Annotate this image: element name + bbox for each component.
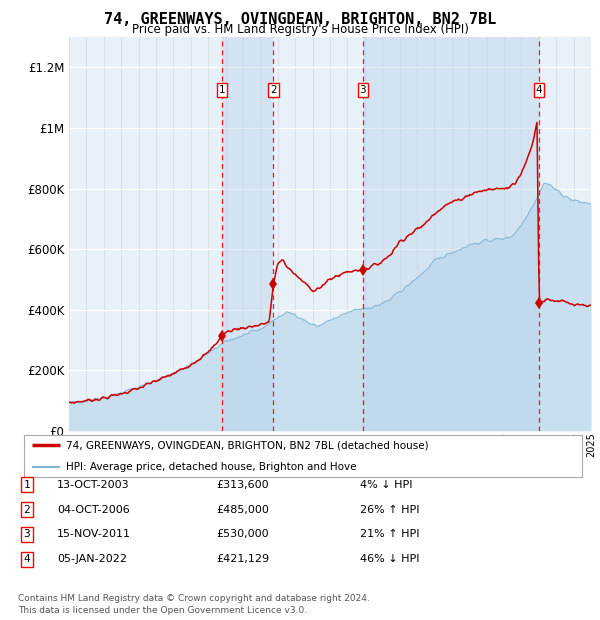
Text: 4: 4 [23,554,31,564]
Text: This data is licensed under the Open Government Licence v3.0.: This data is licensed under the Open Gov… [18,606,307,614]
Text: 2: 2 [23,505,31,515]
Text: 3: 3 [359,86,366,95]
Text: 15-NOV-2011: 15-NOV-2011 [57,529,131,539]
Bar [363,37,539,431]
Text: 26% ↑ HPI: 26% ↑ HPI [360,505,419,515]
Text: 74, GREENWAYS, OVINGDEAN, BRIGHTON, BN2 7BL (detached house): 74, GREENWAYS, OVINGDEAN, BRIGHTON, BN2 … [66,440,428,450]
Text: 46% ↓ HPI: 46% ↓ HPI [360,554,419,564]
Text: 05-JAN-2022: 05-JAN-2022 [57,554,127,564]
Text: £421,129: £421,129 [216,554,269,564]
Text: 2: 2 [270,86,277,95]
Text: 74, GREENWAYS, OVINGDEAN, BRIGHTON, BN2 7BL: 74, GREENWAYS, OVINGDEAN, BRIGHTON, BN2 … [104,12,496,27]
Text: £485,000: £485,000 [216,505,269,515]
Text: Contains HM Land Registry data © Crown copyright and database right 2024.: Contains HM Land Registry data © Crown c… [18,595,370,603]
Text: 4: 4 [536,86,542,95]
Text: £530,000: £530,000 [216,529,269,539]
Text: 3: 3 [23,529,31,539]
Text: Price paid vs. HM Land Registry's House Price Index (HPI): Price paid vs. HM Land Registry's House … [131,23,469,36]
Text: 4% ↓ HPI: 4% ↓ HPI [360,480,413,490]
Bar [222,37,274,431]
Text: 21% ↑ HPI: 21% ↑ HPI [360,529,419,539]
Text: 1: 1 [23,480,31,490]
Text: HPI: Average price, detached house, Brighton and Hove: HPI: Average price, detached house, Brig… [66,463,356,472]
Text: 04-OCT-2006: 04-OCT-2006 [57,505,130,515]
Text: 13-OCT-2003: 13-OCT-2003 [57,480,130,490]
Text: 1: 1 [218,86,225,95]
Text: £313,600: £313,600 [216,480,269,490]
